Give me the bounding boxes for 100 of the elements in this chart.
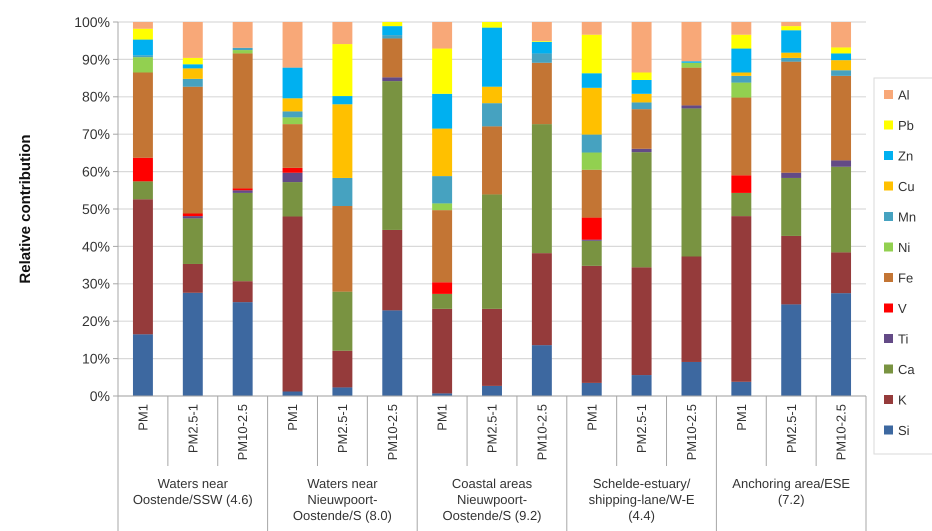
bar — [282, 124, 303, 168]
text: Anchoring area/ESE (7.2) — [732, 476, 850, 507]
y-tick-label: 0% — [90, 388, 110, 404]
bar — [731, 192, 752, 216]
bar — [432, 294, 452, 309]
bar — [582, 170, 602, 218]
bar — [182, 292, 203, 396]
bar — [182, 218, 203, 264]
bar — [132, 40, 153, 56]
bar — [482, 103, 502, 126]
bar — [232, 192, 253, 282]
bar — [831, 293, 852, 396]
bar — [632, 80, 652, 94]
x-tick-label: PM2.5-1 — [484, 404, 500, 454]
bar — [731, 82, 752, 98]
bar — [532, 124, 552, 254]
bar — [632, 152, 652, 268]
bar — [582, 240, 602, 266]
bar — [532, 62, 552, 124]
bar — [632, 102, 652, 110]
bar — [632, 72, 652, 80]
bar — [781, 26, 802, 30]
y-tick-label: 20% — [82, 313, 110, 330]
bar — [132, 158, 153, 182]
bar — [432, 210, 452, 282]
text: Waters near Oostende/SSW (4.6) — [132, 476, 253, 507]
legend-label: Cu — [898, 179, 915, 194]
bar — [432, 48, 452, 94]
y-tick-label: 100% — [74, 14, 110, 30]
legend-label: Ni — [898, 240, 910, 256]
bar — [132, 199, 153, 334]
bar — [432, 282, 452, 294]
bar — [332, 206, 352, 292]
x-tick-label: PM10-2.5 — [384, 404, 400, 460]
bar — [182, 78, 203, 87]
bar — [232, 190, 253, 193]
bar — [282, 117, 303, 124]
bar — [731, 34, 752, 49]
bar — [831, 76, 852, 160]
y-axis-title: Relative contribution — [17, 134, 34, 284]
bar — [831, 53, 852, 60]
y-tick-label: 70% — [82, 126, 110, 142]
legend-label: V — [898, 301, 907, 316]
legend-label: Ti — [898, 332, 908, 347]
bar — [182, 264, 203, 293]
bar — [632, 375, 652, 396]
bar — [282, 98, 303, 112]
x-tick-label: PM2.5-1 — [334, 404, 350, 454]
bar — [132, 181, 153, 200]
legend-label: Mn — [898, 210, 916, 225]
bar — [382, 38, 402, 78]
bar — [582, 152, 602, 170]
bar — [532, 345, 552, 396]
bar — [632, 94, 652, 102]
bar — [432, 94, 452, 129]
bar — [831, 70, 852, 76]
y-tick-label: 60% — [82, 164, 110, 180]
bar — [831, 22, 852, 48]
bar — [332, 22, 352, 44]
x-tick-label: PM10-2.5 — [534, 404, 550, 460]
y-tick-label: 40% — [82, 238, 110, 254]
bar — [582, 382, 602, 396]
bar — [282, 216, 303, 392]
x-tick-label: PM2.5-1 — [784, 404, 799, 454]
legend-label: Al — [898, 88, 910, 103]
bar — [482, 22, 502, 28]
bar — [781, 178, 802, 236]
bar — [382, 35, 402, 38]
x-tick-label: PM1 — [135, 404, 150, 431]
bar — [382, 22, 402, 26]
bar — [731, 72, 752, 76]
bar — [482, 28, 502, 87]
bar — [332, 350, 352, 388]
bar — [132, 72, 153, 158]
bar — [232, 53, 253, 188]
bar — [332, 44, 352, 96]
bar — [532, 253, 552, 346]
bar — [482, 86, 502, 104]
bar — [182, 68, 203, 79]
legend-label: K — [898, 392, 907, 408]
bar — [282, 168, 303, 173]
legend-label: Fe — [898, 270, 914, 286]
bar — [681, 68, 702, 106]
bar — [781, 52, 802, 58]
bar — [731, 216, 752, 382]
bar — [731, 22, 752, 35]
bar — [831, 252, 852, 294]
bar — [132, 334, 153, 396]
bar — [432, 128, 452, 176]
bar — [232, 22, 253, 48]
text: Schelde-estuary/shipping-lane/W-E (4.4) — [588, 476, 695, 523]
bar — [182, 58, 203, 64]
bar — [582, 34, 602, 74]
x-tick-label: PM2.5-1 — [634, 404, 650, 454]
bar — [632, 109, 652, 149]
x-tick-label: PM10-2.5 — [235, 404, 250, 460]
bar — [532, 22, 552, 42]
bar — [282, 182, 303, 216]
y-tick-label: 90% — [82, 51, 110, 68]
bar — [482, 308, 502, 386]
